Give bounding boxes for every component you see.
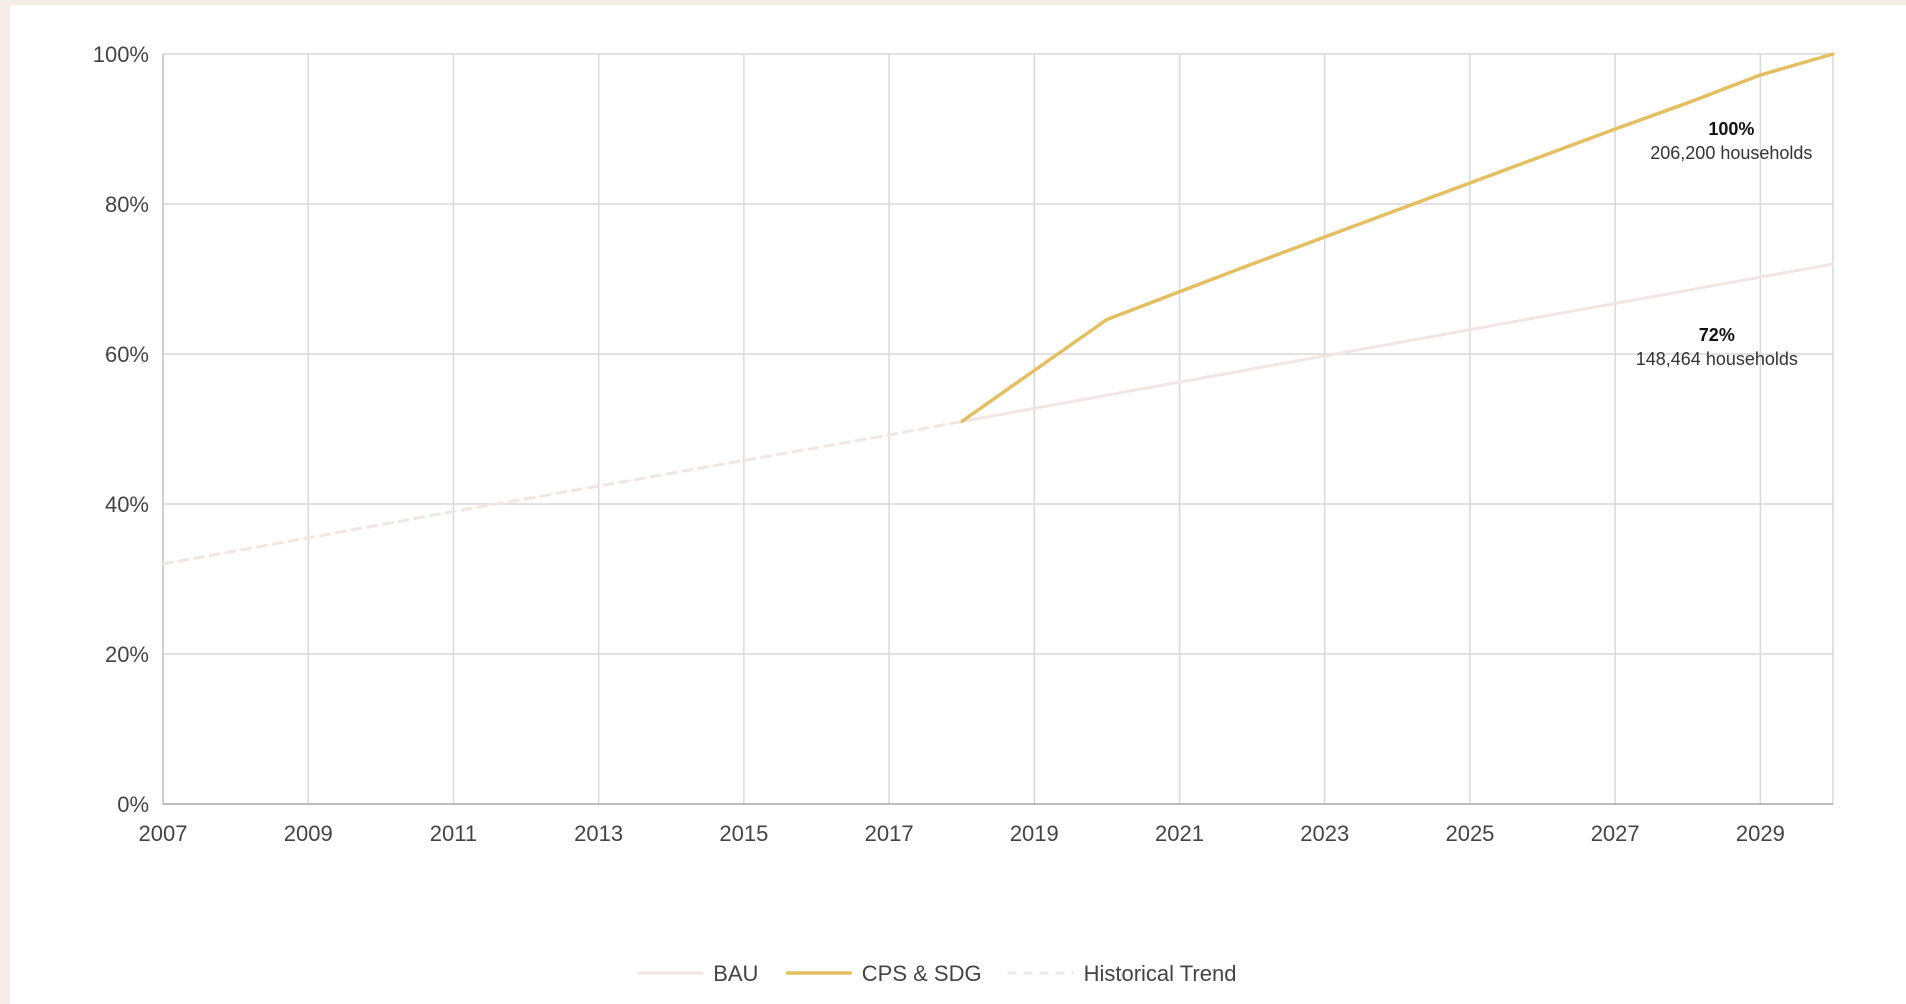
annotation-text: 148,464 households [1636, 349, 1798, 369]
x-tick-label: 2019 [1010, 821, 1059, 846]
x-tick-label: 2021 [1155, 821, 1204, 846]
legend-label: CPS & SDG [862, 961, 982, 986]
x-tick-label: 2025 [1445, 821, 1494, 846]
y-tick-label: 40% [105, 492, 149, 517]
y-tick-label: 100% [93, 42, 149, 67]
legend-item: CPS & SDG [785, 961, 982, 986]
legend-label: BAU [713, 961, 758, 986]
legend-label: Historical Trend [1084, 961, 1237, 986]
series-line-bau [960, 262, 1835, 423]
chart-panel: 0% 20% 40% 60% 80% 100% 2007 2009 2011 2013 2015 2… [10, 5, 1906, 1004]
x-tick-label: 2007 [139, 821, 188, 846]
axes [162, 54, 1833, 805]
annotations: 100% 206,200 households 72% 148,464 househo… [1636, 119, 1813, 369]
legend: BAU CPS & SDG Historical Trend [637, 961, 1236, 986]
y-tick-label: 0% [117, 792, 149, 817]
line-chart: 0%20%40%60%80%100% 2007 2009 2011 2013 2015 2… [93, 42, 1835, 986]
x-tick-label: 2011 [430, 821, 477, 846]
y-tick-label: 80% [105, 192, 149, 217]
x-tick-label: 2009 [284, 821, 333, 846]
series-line-historical-trend [161, 420, 964, 566]
x-tick-label: 2013 [574, 821, 623, 846]
legend-item: Historical Trend [1007, 961, 1237, 986]
series-lines [161, 52, 1835, 566]
x-tick-label: 2017 [865, 821, 914, 846]
legend-item: BAU [637, 961, 758, 986]
x-tick-label: 2027 [1591, 821, 1640, 846]
x-tick-label: 2029 [1736, 821, 1785, 846]
annotation-value: 72% [1699, 325, 1735, 345]
x-tick-label: 2023 [1300, 821, 1349, 846]
y-tick-label: 20% [105, 642, 149, 667]
y-axis-ticks: 0% 20% 40% 60% 80% 100% [93, 42, 149, 817]
series-line-cps-sdg [959, 52, 1835, 424]
grid-lines [163, 53, 1834, 804]
x-axis-ticks: 2007 2009 2011 2013 2015 2017 2019 2021 2023 2025… [139, 821, 1785, 846]
x-tick-label: 2015 [719, 821, 768, 846]
annotation-value: 100% [1708, 119, 1754, 139]
annotation-text: 206,200 households [1650, 143, 1812, 163]
y-tick-label: 60% [105, 342, 149, 367]
